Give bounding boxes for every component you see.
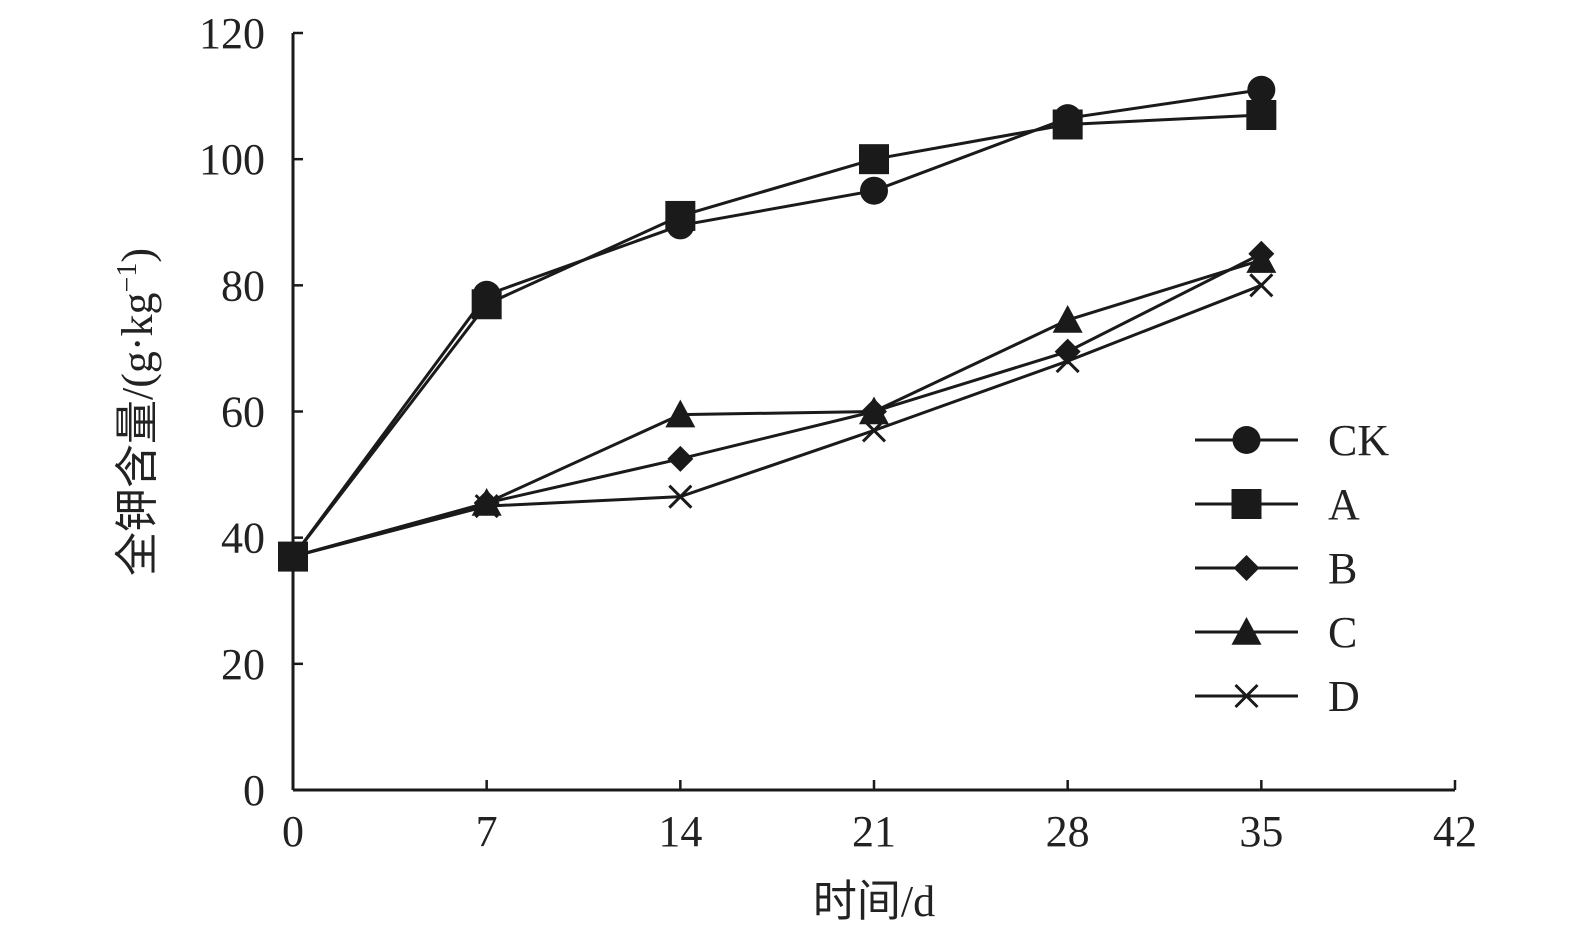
legend-item-a: A: [1195, 480, 1360, 529]
y-tick-label: 0: [243, 766, 265, 815]
legend-item-d: D: [1195, 672, 1360, 721]
y-ticks: 0 20 40 60 80 100 120: [199, 9, 303, 815]
series-a: [278, 100, 1277, 572]
legend-marker: [1231, 489, 1262, 519]
data-point-d: [474, 494, 499, 519]
data-point-d: [280, 544, 306, 569]
y-tick-label: 20: [221, 640, 265, 689]
series-line: [292, 258, 1262, 559]
series-layer: [278, 75, 1277, 572]
data-point-b: [667, 445, 694, 472]
data-point-d: [1249, 273, 1274, 298]
y-tick-label: 120: [199, 9, 265, 58]
x-tick-label: 35: [1239, 807, 1283, 856]
series-line: [291, 88, 1262, 558]
legend-label: B: [1328, 544, 1357, 593]
data-point-a: [471, 289, 502, 320]
legend-item-c: C: [1195, 608, 1357, 657]
y-axis-title-sup: −1: [112, 263, 143, 293]
legend-label: C: [1328, 608, 1357, 657]
legend-marker: [1233, 555, 1260, 581]
legend-item-b: B: [1195, 544, 1357, 593]
data-point-c: [1052, 305, 1083, 333]
x-tick-label: 21: [852, 807, 896, 856]
y-tick-label: 100: [199, 135, 265, 184]
x-tick-label: 28: [1046, 807, 1090, 856]
y-tick-label: 80: [221, 261, 265, 310]
legend-marker: [1234, 683, 1259, 709]
x-tick-label: 14: [658, 807, 702, 856]
x-tick-label: 42: [1433, 807, 1477, 856]
legend-label: D: [1328, 672, 1360, 721]
legend-item-ck: CK: [1195, 416, 1389, 465]
series-line: [291, 113, 1262, 558]
y-axis-title: 全钾含量/(g·kg−1): [112, 248, 162, 576]
data-point-c: [665, 399, 696, 428]
data-point-d: [1055, 348, 1080, 374]
data-point-ck: [1247, 75, 1276, 104]
data-point-c: [859, 396, 889, 425]
data-point-ck: [860, 176, 888, 205]
legend-label: A: [1328, 480, 1360, 529]
data-point-a: [1246, 100, 1277, 131]
data-point-d: [668, 484, 693, 509]
y-axis-title-close: ): [113, 248, 162, 263]
legend-label: CK: [1328, 416, 1389, 465]
y-tick-label: 40: [221, 514, 265, 563]
legend-marker: [1232, 426, 1261, 454]
x-ticks: 0 7 14 21 28 35 42: [282, 780, 1477, 856]
data-point-c: [1246, 245, 1277, 273]
x-tick-label: 7: [476, 807, 498, 856]
y-tick-label: 60: [221, 388, 265, 437]
data-point-d: [861, 418, 887, 443]
data-point-a: [1052, 109, 1083, 140]
legend-marker: [1231, 617, 1262, 645]
series-line: [292, 283, 1262, 559]
y-axis-title-main: 全钾含量/(g·kg: [113, 292, 162, 576]
x-tick-label: 0: [282, 807, 304, 856]
data-point-a: [665, 200, 696, 231]
series-line: [292, 252, 1263, 559]
series-d: [280, 273, 1274, 569]
x-axis-title: 时间/d: [813, 877, 935, 926]
data-point-a: [859, 144, 889, 175]
